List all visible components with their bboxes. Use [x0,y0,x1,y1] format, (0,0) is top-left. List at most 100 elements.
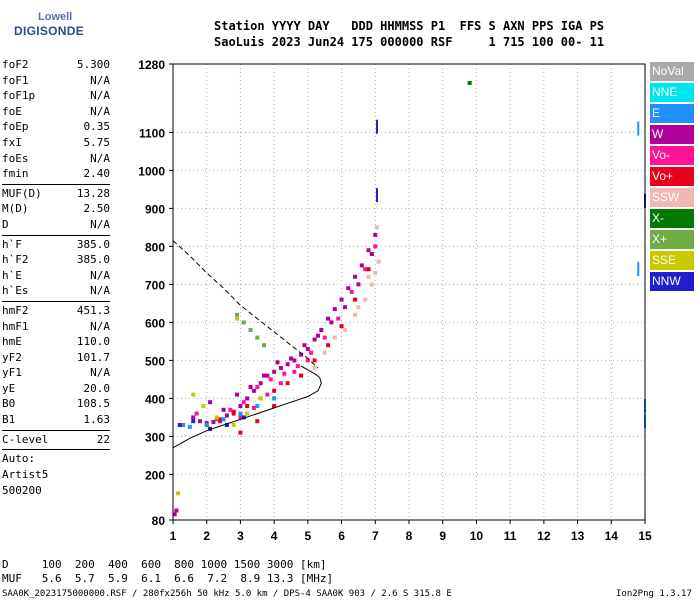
parameter-name: h`F2 [2,253,29,267]
parameter-value: N/A [90,268,110,282]
parameter-group-critical-frequencies: foF2 5.300 foF1 N/A foF1p N/A foE N/A foEp 0.35 fx… [2,57,110,182]
parameter-value: N/A [90,366,110,380]
data-point [238,430,243,435]
data-point [326,343,331,348]
auto-version: 500200 [2,484,42,498]
autoscaling-info: Auto: Artist5 500200 [2,451,110,499]
data-point [241,400,246,405]
legend-item: Vo- [650,146,694,165]
data-point [197,419,202,424]
parameter-row: foEp 0.35 [2,119,110,135]
polarization-legend: NoVal NNE E W Vo- Vo+ SSW X- X+ SSE NNW [650,62,694,293]
data-point [176,491,181,496]
parameter-name: h`F [2,237,22,251]
data-point [339,324,344,329]
data-point [258,396,263,401]
parameter-group-virtual-heights: h`F 385.0 h`F2 385.0 h`E N/A h`Es N/A [2,237,110,299]
parameter-value: N/A [90,89,110,103]
parameter-name: D [2,217,9,231]
data-point [245,396,250,401]
legend-item: Vo+ [650,167,694,186]
data-point [255,335,260,340]
data-point [637,262,640,277]
logo-digisonde: DIGISONDE [14,24,85,38]
data-point [251,405,256,410]
parameter-row: foF1p N/A [2,88,110,104]
data-point [172,512,177,517]
data-point [278,366,283,370]
footer-muf-row: MUF 5.6 5.7 5.9 6.1 6.6 7.2 8.9 13.3 [MH… [2,572,334,585]
data-point [375,188,378,203]
data-point [187,424,192,429]
data-point [221,417,226,422]
data-point [322,335,327,340]
parameter-name: MUF(D) [2,186,42,200]
y-tick-label: 600 [145,316,165,330]
data-point [235,312,240,317]
parameter-value: 22 [96,432,110,446]
data-point [278,381,283,386]
parameter-row: h`Es N/A [2,283,110,299]
plot-grid [173,64,645,520]
data-point [366,248,371,253]
parameter-row: fxI 5.75 [2,135,110,151]
header-row-1: Station YYYY DAY DDD HHMMSS P1 FFS S AXN… [214,19,605,33]
data-point [312,358,317,363]
parameter-row: M(D) 2.50 [2,201,110,217]
data-point [373,244,378,249]
parameter-value: 108.5 [76,397,110,411]
data-point [374,225,379,230]
data-point [346,286,351,291]
data-point [231,411,236,416]
divider [2,300,110,302]
data-point [302,343,307,348]
parameter-name: h`Es [2,284,29,298]
series-SSE [176,316,263,496]
parameter-value: 20.0 [83,381,111,395]
data-point [265,392,270,397]
data-point [255,419,260,424]
data-point [238,404,243,408]
data-point [305,358,310,363]
data-point [285,362,290,367]
parameter-value: 5.300 [76,58,110,71]
data-point [637,121,640,136]
footer-software-version: Ion2Png 1.3.17 [616,589,692,599]
x-tick-label: 3 [237,529,244,543]
data-point [339,297,344,302]
data-point [224,413,229,418]
parameter-row: hmE 110.0 [2,334,110,350]
x-tick-label: 12 [537,529,551,543]
parameter-value: 385.0 [76,237,110,251]
data-point [174,508,179,513]
parameter-name: M(D) [2,202,29,216]
divider [2,449,110,451]
parameter-row: hmF1 N/A [2,319,110,335]
parameter-name: B0 [2,397,16,411]
data-point [342,328,347,332]
series-NNW [177,119,646,431]
legend-item: SSW [650,188,694,207]
data-point [218,419,223,424]
parameter-value: 13.28 [76,186,110,200]
parameter-name: h`E [2,268,22,282]
data-point [238,415,243,420]
parameter-row: B1 1.63 [2,412,110,428]
data-point [353,297,358,302]
parameter-row-clevel: C-level 22 [2,432,110,448]
parameter-name: C-level [2,432,49,446]
data-point [353,274,358,279]
x-tick-label: 8 [406,529,413,543]
parameter-value: 385.0 [76,253,110,267]
data-point [245,404,250,408]
parameter-name: B1 [2,413,16,427]
parameter-row: foF1 N/A [2,73,110,89]
x-tick-label: 13 [571,529,585,543]
parameter-name: yF2 [2,350,22,364]
y-tick-label: 1100 [139,126,165,140]
data-point [373,271,378,275]
data-point [228,407,233,412]
data-point [235,316,240,321]
x-tick-label: 15 [638,529,652,543]
